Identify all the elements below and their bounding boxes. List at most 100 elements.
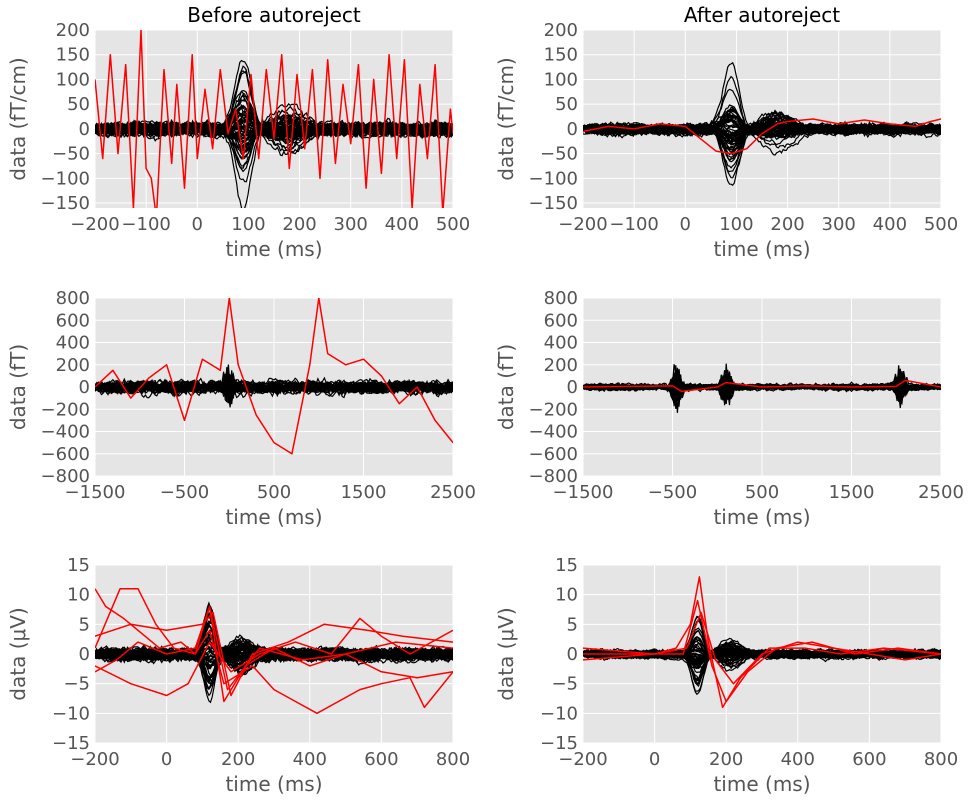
traces [95, 298, 453, 455]
x-tick-label: 500 [924, 214, 958, 235]
x-tick-label: 400 [385, 214, 419, 235]
y-tick-label: −5 [551, 674, 578, 695]
x-axis-label: time (ms) [225, 772, 322, 796]
x-tick-label: 500 [257, 482, 291, 503]
x-tick-label: 500 [745, 482, 779, 503]
x-tick-label: −100 [121, 214, 170, 235]
y-tick-label: −600 [41, 444, 90, 465]
y-tick-label: 5 [567, 614, 578, 635]
x-tick-label: 0 [680, 214, 691, 235]
y-axis-label: data (fT/cm) [494, 57, 518, 181]
good-channel-trace [95, 120, 453, 146]
panel-grad_after: −200 −100 0 100 200 300 400 500−150−100−5005010… [494, 3, 958, 261]
good-channel-trace [95, 371, 453, 398]
traces [583, 363, 941, 413]
y-tick-label: −200 [529, 399, 578, 420]
y-tick-label: 200 [544, 20, 578, 41]
good-channel-trace [95, 59, 453, 157]
bad-channel-trace [95, 298, 453, 455]
x-tick-label: −200 [558, 749, 607, 770]
good-channel-trace [583, 120, 941, 145]
bad-channel-trace [95, 30, 453, 208]
x-tick-label: −1500 [65, 482, 126, 503]
y-tick-label: 200 [544, 355, 578, 376]
x-tick-label: 2500 [918, 482, 964, 503]
y-tick-label: 800 [56, 288, 90, 309]
y-tick-label: 600 [56, 310, 90, 331]
x-tick-label: −200 [70, 214, 119, 235]
chart-title: After autoreject [684, 3, 840, 27]
x-tick-label: 200 [709, 749, 743, 770]
x-axis-label: time (ms) [713, 772, 810, 796]
bad-channel-trace [583, 611, 941, 685]
good-channel-trace [95, 119, 453, 138]
y-axis-label: data (fT) [494, 344, 518, 430]
x-tick-label: −200 [558, 214, 607, 235]
x-tick-label: −200 [70, 749, 119, 770]
good-channel-trace [95, 375, 453, 406]
y-tick-label: 150 [56, 45, 90, 66]
bad-channel-trace [95, 587, 453, 715]
x-tick-label: 200 [221, 749, 255, 770]
x-tick-label: −500 [160, 482, 209, 503]
x-tick-label: 300 [822, 214, 856, 235]
x-tick-label: 200 [282, 214, 316, 235]
x-tick-label: −100 [609, 214, 658, 235]
y-tick-label: −100 [41, 168, 90, 189]
y-tick-label: −50 [52, 144, 90, 165]
x-tick-label: 2500 [430, 482, 476, 503]
y-tick-label: −200 [41, 399, 90, 420]
y-tick-label: 0 [79, 644, 90, 665]
x-tick-label: 400 [293, 749, 327, 770]
y-tick-label: 400 [544, 333, 578, 354]
y-tick-label: 0 [567, 644, 578, 665]
chart-title: Before autoreject [187, 3, 361, 27]
y-tick-label: 400 [56, 333, 90, 354]
x-tick-label: 800 [436, 749, 470, 770]
x-tick-label: 800 [924, 749, 958, 770]
x-axis-label: time (ms) [225, 505, 322, 529]
y-tick-label: 0 [79, 377, 90, 398]
bad-channel-trace [583, 576, 941, 709]
y-tick-label: 15 [555, 555, 578, 576]
y-tick-label: 5 [79, 614, 90, 635]
x-tick-label: 0 [649, 749, 660, 770]
x-tick-label: 400 [781, 749, 815, 770]
traces [95, 30, 453, 208]
x-axis-label: time (ms) [713, 237, 810, 261]
x-tick-label: −500 [648, 482, 697, 503]
y-tick-label: 200 [56, 355, 90, 376]
traces [583, 61, 941, 187]
bad-channel-trace [95, 617, 453, 697]
panel-mag_after: −1500 −500 500 1500 2500 −800−600−400−2000200… [494, 288, 964, 529]
y-axis-label: data (fT/cm) [6, 57, 30, 181]
y-tick-label: −800 [529, 466, 578, 487]
bad-channel-trace [95, 588, 453, 703]
y-tick-label: −5 [63, 674, 90, 695]
x-tick-label: 600 [852, 749, 886, 770]
y-tick-label: 200 [56, 20, 90, 41]
x-tick-label: −1500 [553, 482, 614, 503]
x-tick-label: 0 [192, 214, 203, 235]
x-tick-label: 0 [161, 749, 172, 770]
good-channel-trace [95, 645, 453, 668]
bad-channel-trace [95, 611, 453, 697]
panel-eeg_before: −200 0 200 400 600 800 −15 −10 −5 0 5 10 15 time (ms)… [6, 555, 470, 796]
y-tick-label: −10 [52, 703, 90, 724]
bad-channel-trace [583, 379, 941, 393]
y-tick-label: −10 [540, 703, 578, 724]
y-tick-label: −100 [529, 168, 578, 189]
y-tick-label: 600 [544, 310, 578, 331]
y-tick-label: 100 [544, 69, 578, 90]
x-tick-label: 1500 [829, 482, 875, 503]
x-tick-label: 400 [873, 214, 907, 235]
y-tick-label: 10 [555, 585, 578, 606]
x-tick-label: 1500 [341, 482, 387, 503]
y-tick-label: −50 [540, 144, 578, 165]
y-tick-label: 10 [67, 585, 90, 606]
y-tick-label: 0 [567, 377, 578, 398]
traces [583, 576, 941, 709]
y-tick-label: −15 [52, 733, 90, 754]
x-tick-label: 600 [364, 749, 398, 770]
